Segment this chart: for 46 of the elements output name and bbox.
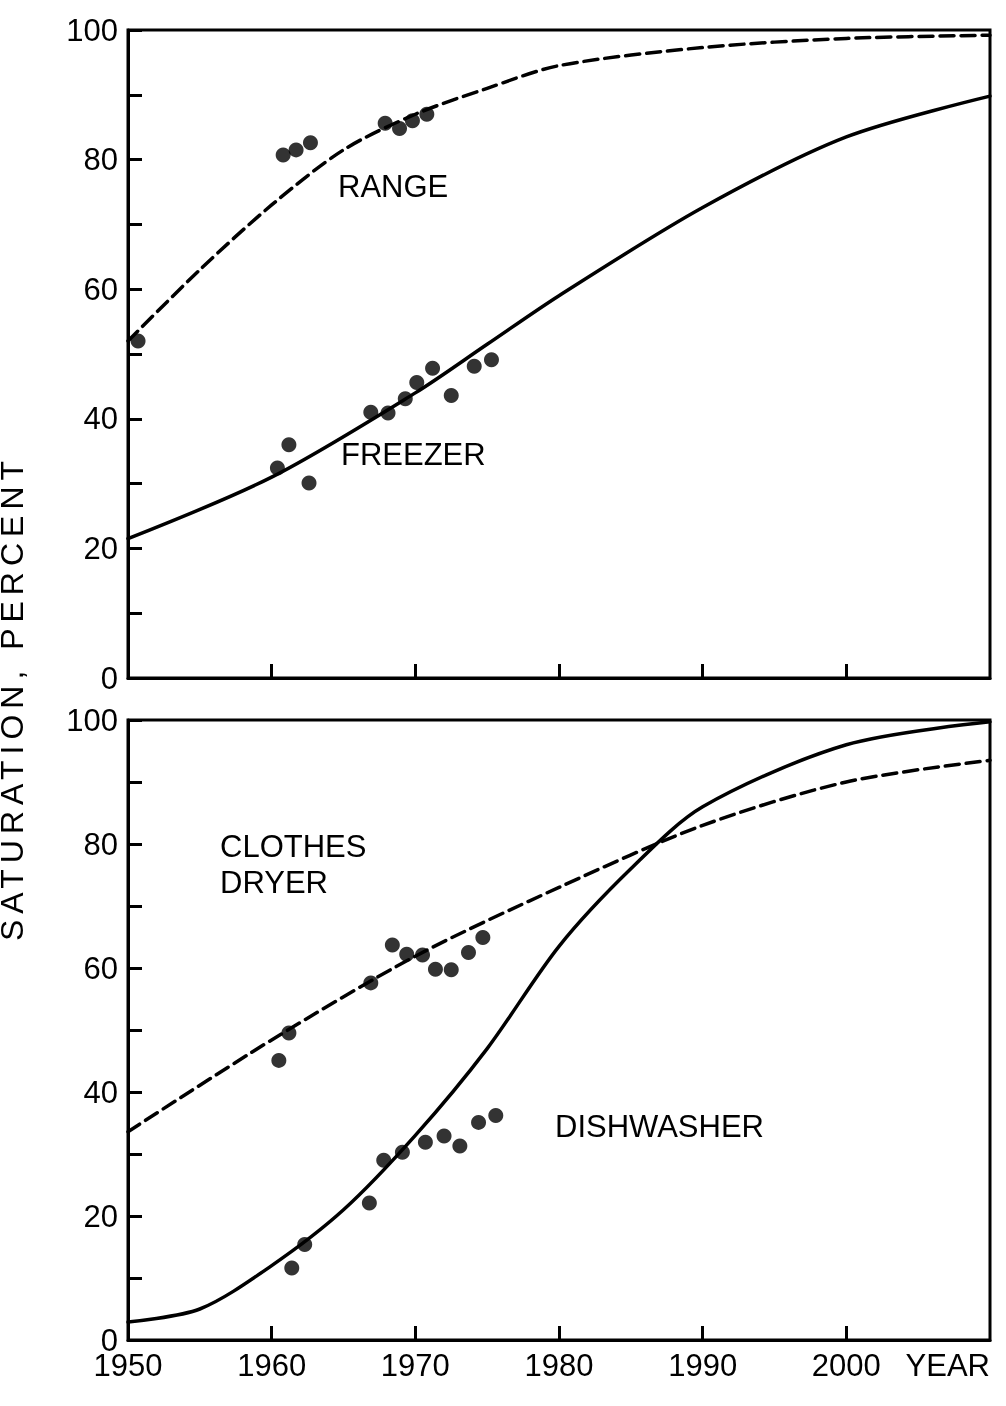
annotation: RANGE bbox=[338, 168, 449, 204]
point bbox=[281, 437, 297, 453]
x-tick-label: 1990 bbox=[668, 1348, 738, 1383]
point bbox=[443, 387, 459, 403]
y-tick-label: 100 bbox=[66, 12, 118, 48]
y-tick-label: 0 bbox=[100, 660, 118, 696]
point bbox=[452, 1138, 468, 1154]
x-tick-label: 1970 bbox=[380, 1348, 450, 1383]
point bbox=[471, 1114, 487, 1130]
x-axis-title: YEAR bbox=[905, 1348, 990, 1383]
x-tick-label: 1980 bbox=[524, 1348, 594, 1383]
point bbox=[475, 930, 491, 946]
point bbox=[275, 147, 291, 163]
y-tick-label: 60 bbox=[83, 271, 118, 307]
point bbox=[425, 360, 441, 376]
annotation: CLOTHES DRYER bbox=[220, 828, 367, 900]
point bbox=[466, 358, 482, 374]
point bbox=[384, 937, 400, 953]
point bbox=[271, 1052, 287, 1068]
point bbox=[288, 142, 304, 158]
point bbox=[436, 1128, 452, 1144]
annotation: DISHWASHER bbox=[555, 1108, 764, 1144]
point bbox=[302, 135, 318, 151]
point bbox=[392, 121, 408, 136]
y-tick-label: 60 bbox=[83, 950, 118, 986]
point bbox=[301, 475, 317, 491]
y-tick-label: 40 bbox=[83, 401, 118, 437]
y-tick-label: 40 bbox=[83, 1074, 118, 1110]
point bbox=[461, 945, 476, 960]
annotation: FREEZER bbox=[341, 436, 486, 472]
y-tick-label: 20 bbox=[83, 530, 118, 566]
point bbox=[409, 375, 425, 391]
x-tick-label: 1960 bbox=[237, 1348, 307, 1383]
y-tick-label: 100 bbox=[66, 702, 118, 738]
point bbox=[427, 961, 443, 977]
point bbox=[443, 962, 459, 978]
y-axis-title: SATURATION, PERCENT bbox=[0, 454, 31, 942]
point bbox=[417, 1134, 433, 1150]
x-tick-label: 2000 bbox=[811, 1348, 881, 1383]
y-tick-label: 80 bbox=[83, 826, 118, 862]
point bbox=[284, 1260, 300, 1276]
y-tick-label: 20 bbox=[83, 1198, 118, 1234]
point bbox=[488, 1108, 504, 1124]
point bbox=[361, 1195, 377, 1211]
y-tick-label: 80 bbox=[83, 142, 118, 178]
point bbox=[483, 352, 499, 368]
